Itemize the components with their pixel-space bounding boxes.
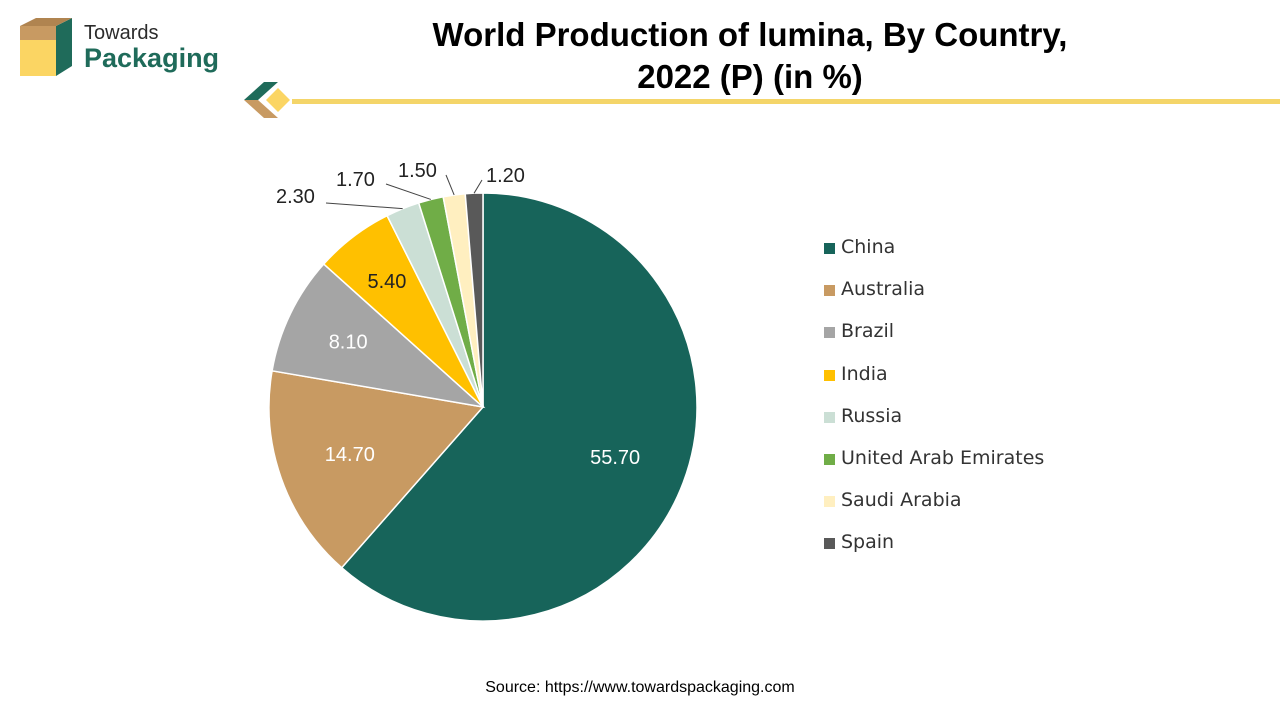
chart-title-line2: 2022 (P) (in %) xyxy=(637,58,863,95)
title-rule-ornament-icon xyxy=(244,82,290,118)
legend-label-saudi-arabia: Saudi Arabia xyxy=(841,489,962,512)
legend-swatch-india xyxy=(824,369,835,381)
data-label-russia: 2.30 xyxy=(276,186,315,208)
brand-name-bottom: Packaging xyxy=(84,43,220,73)
legend-swatch-brazil xyxy=(824,327,835,339)
pie-slice-china xyxy=(340,192,698,622)
legend-label-russia: Russia xyxy=(841,404,903,427)
legend-label-australia: Australia xyxy=(841,278,926,301)
data-label-australia: 14.70 xyxy=(325,444,375,466)
legend-swatch-australia xyxy=(824,285,835,297)
pie-slice-spain xyxy=(464,192,484,408)
legend-label-uae: United Arab Emirates xyxy=(841,446,1045,469)
data-label-spain: 1.20 xyxy=(486,165,525,187)
leader-line-united-arab-emirates xyxy=(385,183,432,200)
chart-title-line1: World Production of lumina, By Country, xyxy=(432,16,1068,53)
data-label-brazil: 8.10 xyxy=(329,332,368,354)
box-icon xyxy=(20,18,72,76)
leader-line-spain xyxy=(473,179,483,194)
legend-swatch-spain xyxy=(824,538,835,550)
legend-swatch-saudi-arabia xyxy=(824,496,835,508)
source-note: Source: https://www.towardspackaging.com xyxy=(485,679,795,696)
leader-line-russia xyxy=(325,202,403,210)
title-rule-line xyxy=(292,99,1280,104)
brand-name-top: Towards xyxy=(84,22,159,44)
legend-swatch-uae xyxy=(824,453,835,465)
data-label-saudi-arabia: 1.50 xyxy=(398,160,437,182)
data-label-china: 55.70 xyxy=(590,447,640,469)
legend-label-brazil: Brazil xyxy=(841,320,895,343)
pie-slice-australia xyxy=(268,369,485,569)
brand-logo: Towards Packaging xyxy=(16,18,246,82)
pie-slice-brazil xyxy=(271,262,486,409)
leader-line-saudi-arabia xyxy=(445,174,455,196)
legend-swatch-russia xyxy=(824,411,835,423)
legend-label-india: India xyxy=(841,362,888,385)
data-label-india: 5.40 xyxy=(367,271,406,293)
legend-label-china: China xyxy=(841,236,896,258)
legend-label-spain: Spain xyxy=(841,531,895,554)
legend-swatch-china xyxy=(824,243,835,254)
chart-title: World Production of lumina, By Country, … xyxy=(330,14,1170,98)
data-label-united-arab-emirates: 1.70 xyxy=(336,169,375,191)
